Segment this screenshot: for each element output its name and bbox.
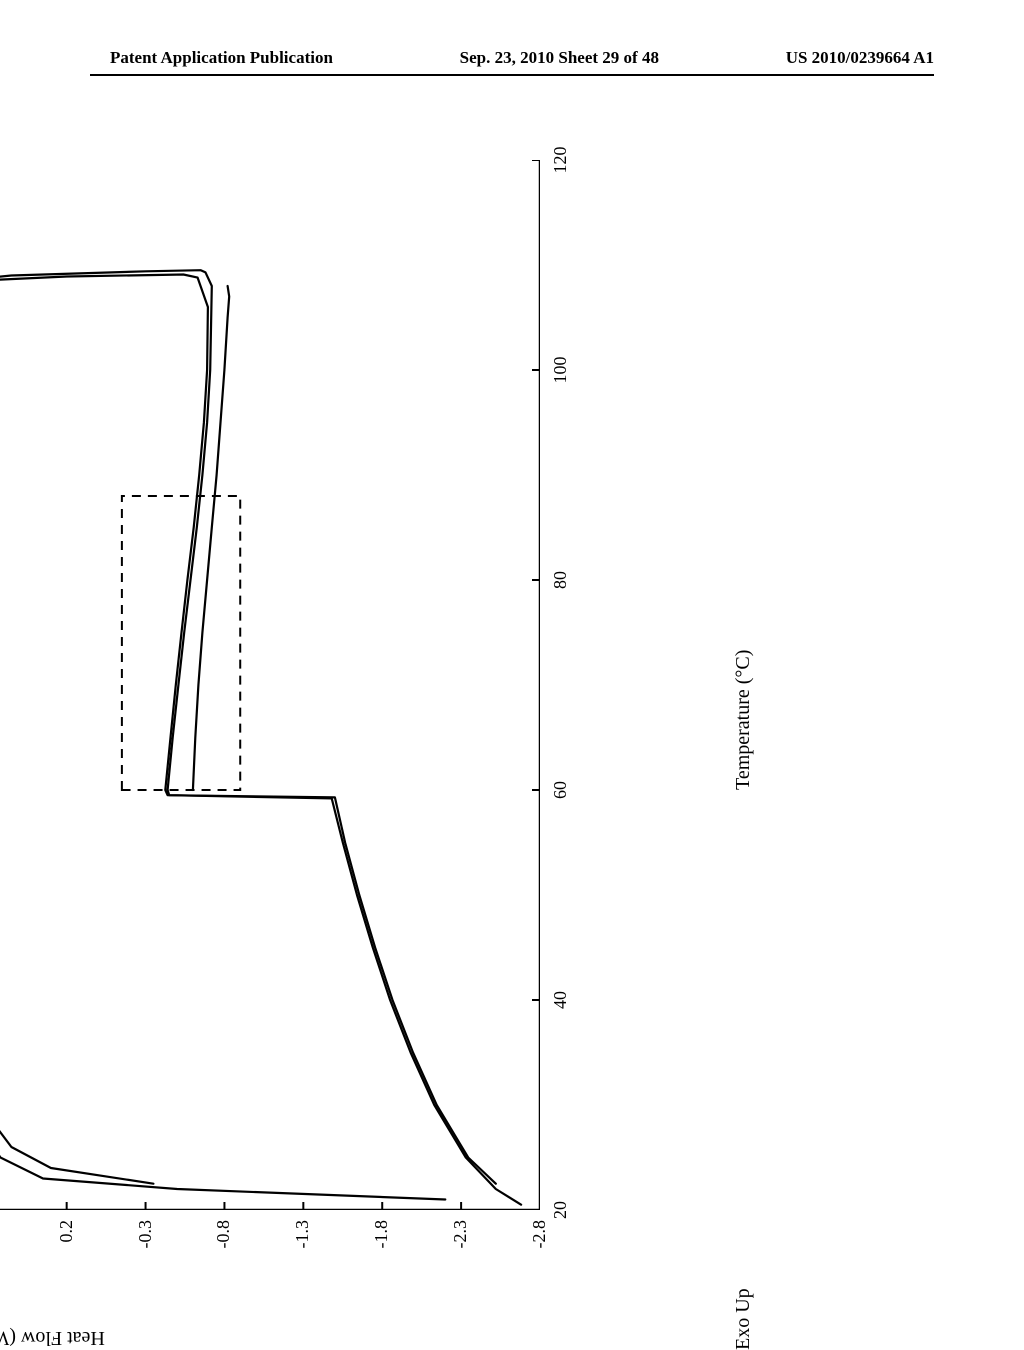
x-tick-label: 60 (550, 770, 571, 810)
plot-area: Heat Flow (W/g) Temperature (°C) Exo Up … (0, 160, 540, 1210)
y-tick-label: -1.8 (371, 1220, 392, 1270)
header-center: Sep. 23, 2010 Sheet 29 of 48 (460, 48, 659, 68)
y-tick-label: -0.3 (135, 1220, 156, 1270)
x-tick-label: 120 (550, 140, 571, 180)
y-tick-label: -0.8 (213, 1220, 234, 1270)
y-axis-label: Heat Flow (W/g) (0, 1326, 105, 1349)
y-tick-label: 0.2 (56, 1220, 77, 1270)
exo-label: Exo Up (732, 1288, 755, 1350)
x-tick-label: 100 (550, 350, 571, 390)
y-tick-label: -2.3 (450, 1220, 471, 1270)
header-rule (90, 74, 934, 76)
x-axis-label: Temperature (°C) (732, 650, 755, 790)
y-tick-label: -1.3 (292, 1220, 313, 1270)
header-right: US 2010/0239664 A1 (786, 48, 934, 68)
y-tick-label: -2.8 (529, 1220, 550, 1270)
header-left: Patent Application Publication (110, 48, 333, 68)
page-header: Patent Application Publication Sep. 23, … (0, 48, 1024, 68)
dsc-chart (0, 160, 540, 1210)
x-tick-label: 40 (550, 980, 571, 1020)
x-tick-label: 80 (550, 560, 571, 600)
x-tick-label: 20 (550, 1190, 571, 1230)
figure-container: Cycling DSC of Rifaximin, amorphous (fas… (0, 300, 1024, 1070)
